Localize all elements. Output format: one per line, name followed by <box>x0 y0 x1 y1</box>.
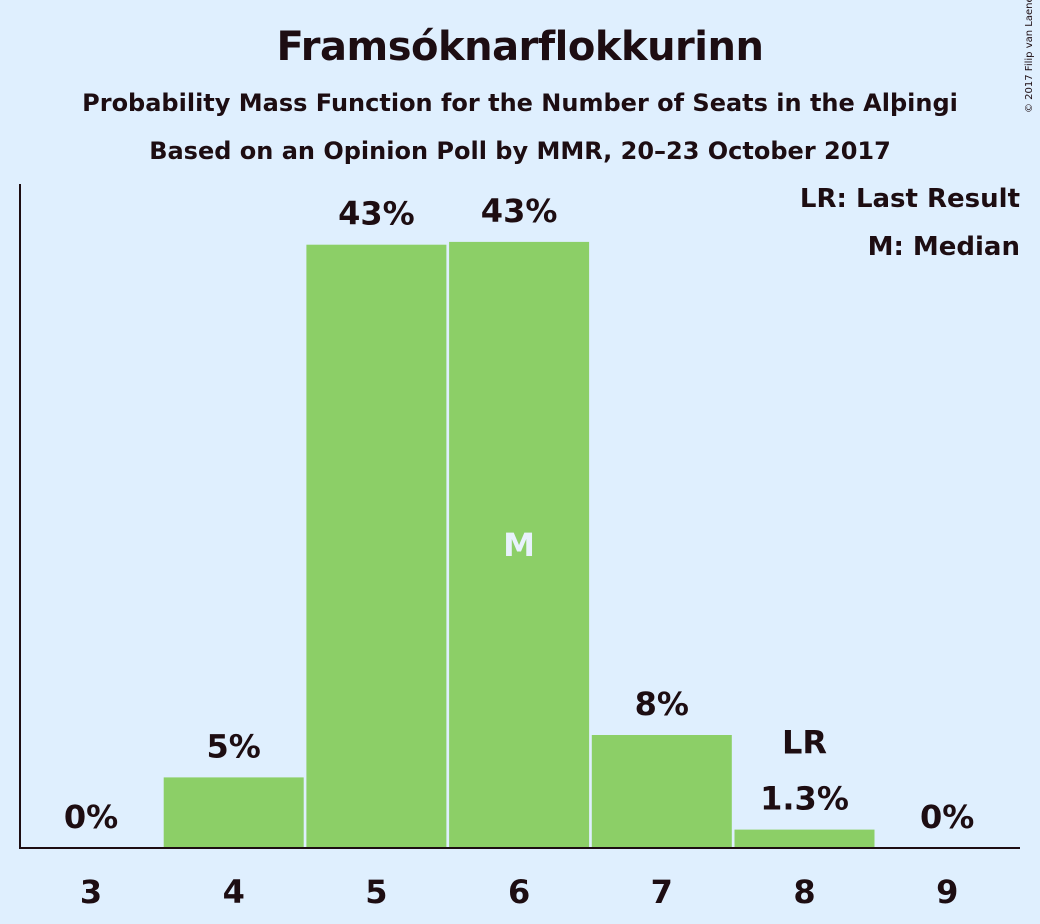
chart-source-line: Based on an Opinion Poll by MMR, 20–23 O… <box>149 137 891 165</box>
legend-median: M: Median <box>867 232 1020 262</box>
bar-4 <box>163 777 304 848</box>
value-labels-layer: 0% 5% 43% 43% 8% 1.3% 0% M LR <box>64 192 975 836</box>
x-tick-label-6: 6 <box>508 873 530 911</box>
value-label-4: 5% <box>207 727 261 765</box>
x-tick-label-3: 3 <box>80 873 102 911</box>
value-label-3: 0% <box>64 798 118 836</box>
bar-8 <box>734 829 875 848</box>
bar-7 <box>591 735 732 848</box>
x-tick-label-4: 4 <box>223 873 245 911</box>
legend-last-result: LR: Last Result <box>799 184 1020 214</box>
x-tick-label-9: 9 <box>936 873 958 911</box>
value-label-7: 8% <box>635 685 689 723</box>
bar-5 <box>306 244 447 848</box>
chart-subtitle: Probability Mass Function for the Number… <box>82 89 958 117</box>
last-result-marker: LR <box>782 724 827 762</box>
value-label-8: 1.3% <box>760 780 849 818</box>
x-tick-labels-layer: 3 4 5 6 7 8 9 <box>80 873 958 911</box>
x-tick-label-7: 7 <box>651 873 673 911</box>
x-tick-label-8: 8 <box>793 873 815 911</box>
chart-title: Framsóknarflokkurinn <box>276 24 764 70</box>
median-marker: M <box>503 526 535 564</box>
value-label-5: 43% <box>338 195 415 233</box>
bars-layer <box>163 241 875 848</box>
x-tick-label-5: 5 <box>365 873 387 911</box>
value-label-6: 43% <box>481 192 558 230</box>
bar-6 <box>449 241 590 848</box>
value-label-9: 0% <box>920 798 974 836</box>
